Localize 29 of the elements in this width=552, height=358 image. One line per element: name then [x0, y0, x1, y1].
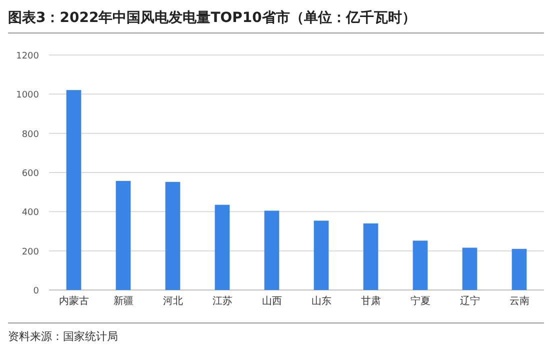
- y-tick-label: 400: [22, 208, 40, 218]
- x-tick-label: 河北: [162, 295, 183, 307]
- bar: [462, 248, 478, 290]
- y-tick-label: 600: [22, 169, 40, 179]
- bar: [214, 204, 230, 290]
- x-tick-label: 辽宁: [460, 295, 480, 307]
- y-tick-label: 1200: [16, 52, 40, 62]
- bar: [264, 210, 280, 290]
- bar: [314, 220, 329, 290]
- bar: [66, 90, 82, 290]
- y-tick-label: 0: [33, 286, 40, 296]
- chart-title: 图表3：2022年中国风电发电量TOP10省市（单位：亿千瓦时）: [8, 9, 416, 26]
- x-tick-label: 山东: [311, 295, 332, 307]
- y-tick-label: 200: [22, 247, 40, 258]
- bar: [165, 182, 180, 290]
- bar: [412, 240, 428, 290]
- x-tick-label: 新疆: [113, 295, 134, 307]
- x-tick-label: 甘肃: [360, 295, 381, 307]
- x-tick-label: 宁夏: [410, 295, 430, 307]
- bar: [116, 180, 131, 290]
- text: 资料来源：国家统计局: [8, 330, 118, 343]
- y-tick-label: 1000: [16, 90, 40, 101]
- y-tick-label: 800: [22, 130, 40, 140]
- x-tick-label: 内蒙古: [58, 295, 89, 307]
- x-tick-label: 江苏: [212, 295, 232, 307]
- bar: [512, 248, 527, 290]
- x-tick-label: 云南: [509, 295, 530, 307]
- x-tick-label: 山西: [262, 295, 282, 307]
- bar: [363, 223, 378, 290]
